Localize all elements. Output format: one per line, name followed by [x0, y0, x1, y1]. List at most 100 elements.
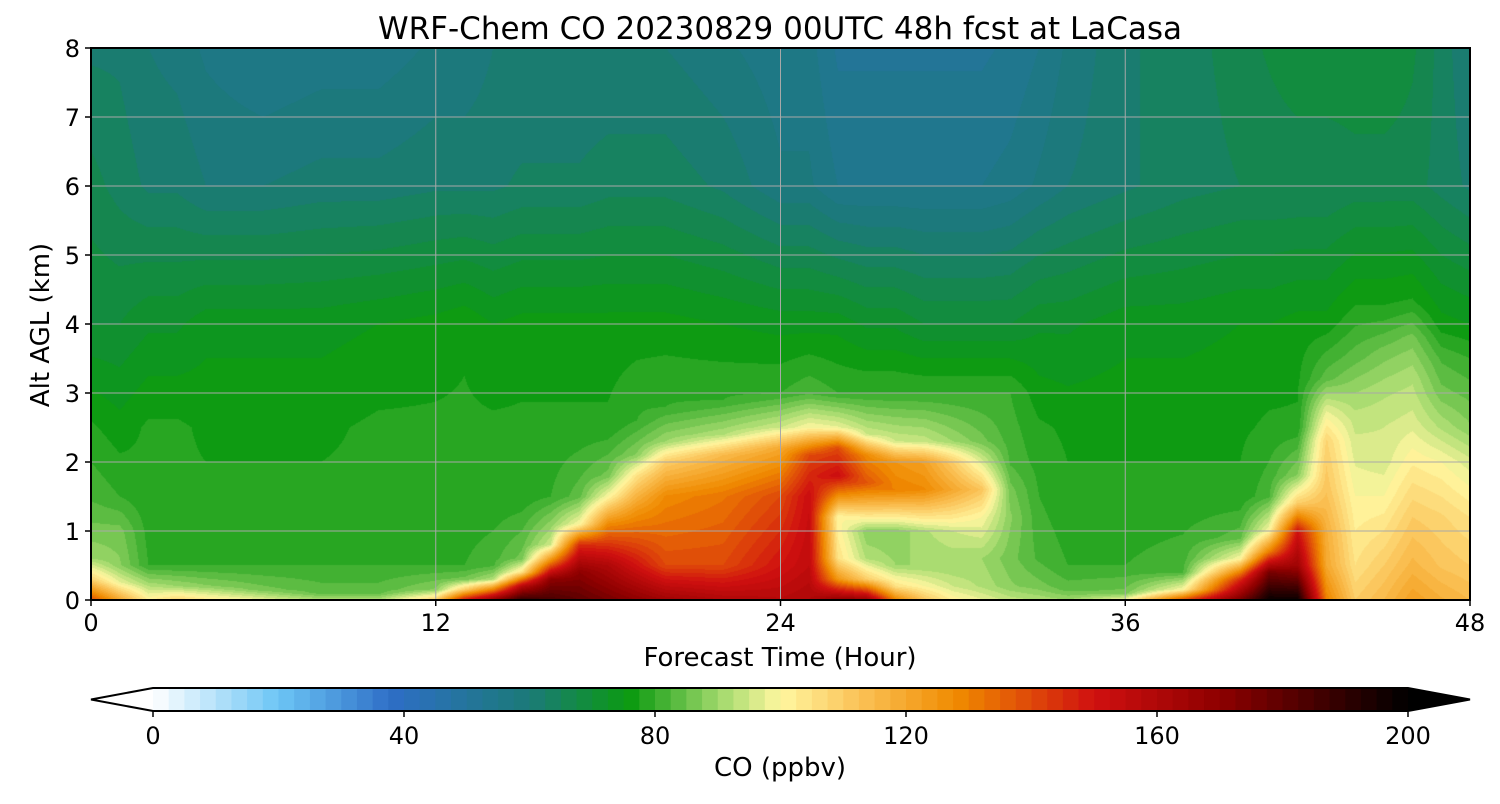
colorbar-ticks: 0 40 80 120 160 200 — [145, 711, 1431, 750]
grid-lines — [91, 48, 1470, 600]
colorbar-tick-label: 120 — [883, 722, 929, 750]
colorbar-band — [1000, 688, 1017, 711]
colorbar-band — [325, 688, 342, 711]
y-tick-label: 6 — [65, 173, 80, 201]
colorbar-band — [1360, 688, 1378, 711]
colorbar-band — [921, 688, 938, 711]
plot-area — [90, 47, 1471, 601]
colorbar-band — [906, 688, 923, 711]
y-tick-label: 5 — [65, 242, 80, 270]
y-tick-label: 8 — [65, 35, 80, 63]
colorbar-band — [435, 688, 452, 711]
y-axis-label: Alt AGL (km) — [26, 243, 56, 407]
colorbar-band — [466, 688, 484, 711]
colorbar-band — [372, 688, 389, 711]
colorbar-band — [1172, 688, 1189, 711]
colorbar-band — [529, 688, 546, 711]
colorbar-band — [874, 688, 891, 711]
colorbar-band — [1329, 688, 1346, 711]
colorbar-band — [1047, 688, 1064, 711]
y-tick-label: 4 — [65, 311, 80, 339]
colorbar-band — [1235, 688, 1252, 711]
colorbar-band — [482, 688, 499, 711]
colorbar: 0 40 80 120 160 200 CO (ppbv) — [90, 687, 1471, 783]
colorbar-band — [356, 688, 374, 711]
colorbar-band — [404, 688, 421, 711]
colorbar-tick-label: 40 — [389, 722, 420, 750]
x-tick-label: 24 — [765, 609, 796, 637]
colorbar-band — [1157, 688, 1174, 711]
colorbar-band — [655, 688, 672, 711]
colorbar-label: CO (ppbv) — [714, 753, 846, 783]
colorbar-band — [231, 688, 248, 711]
colorbar-band — [1125, 688, 1142, 711]
colorbar-band — [262, 688, 280, 711]
colorbar-band — [215, 688, 233, 711]
colorbar-band — [184, 688, 201, 711]
colorbar-band — [498, 688, 515, 711]
x-axis-label: Forecast Time (Hour) — [643, 643, 916, 673]
colorbar-band — [168, 688, 185, 711]
colorbar-band — [294, 688, 311, 711]
colorbar-band — [1015, 688, 1033, 711]
colorbar-band — [1109, 688, 1127, 711]
colorbar-band — [717, 688, 735, 711]
colorbar-band — [1062, 688, 1080, 711]
colorbar-band — [827, 688, 844, 711]
colorbar-band — [639, 688, 656, 711]
y-tick-label: 2 — [65, 449, 80, 477]
colorbar-band — [1266, 688, 1284, 711]
colorbar-band — [1219, 688, 1237, 711]
colorbar-band — [1031, 688, 1048, 711]
colorbar-bands — [153, 688, 1409, 711]
colorbar-band — [1251, 688, 1268, 711]
colorbar-band — [686, 688, 703, 711]
colorbar-band — [749, 688, 766, 711]
colorbar-band — [1141, 688, 1158, 711]
colorbar-band — [968, 688, 986, 711]
colorbar-band — [1313, 688, 1331, 711]
colorbar-band — [764, 688, 782, 711]
colorbar-band — [1282, 688, 1299, 711]
colorbar-tick-label: 160 — [1134, 722, 1180, 750]
colorbar-band — [890, 688, 907, 711]
y-tick-label: 1 — [65, 518, 80, 546]
colorbar-extend-low — [91, 688, 153, 711]
colorbar-band — [1298, 688, 1315, 711]
colorbar-tick-label: 0 — [145, 722, 160, 750]
x-tick-label: 0 — [83, 609, 98, 637]
colorbar-band — [1078, 688, 1095, 711]
colorbar-band — [796, 688, 813, 711]
colorbar-band — [1094, 688, 1111, 711]
colorbar-tick-label: 80 — [640, 722, 671, 750]
colorbar-band — [780, 688, 797, 711]
colorbar-band — [153, 688, 170, 711]
x-tick-label: 48 — [1455, 609, 1486, 637]
colorbar-band — [1345, 688, 1362, 711]
colorbar-band — [1392, 688, 1409, 711]
y-tick-label: 0 — [65, 587, 80, 615]
colorbar-band — [278, 688, 295, 711]
colorbar-band — [702, 688, 719, 711]
colorbar-band — [200, 688, 217, 711]
colorbar-band — [592, 688, 609, 711]
colorbar-band — [843, 688, 860, 711]
colorbar-tick-label: 200 — [1385, 722, 1431, 750]
colorbar-band — [247, 688, 264, 711]
colorbar-band — [388, 688, 405, 711]
colorbar-band — [984, 688, 1001, 711]
y-tick-label: 7 — [65, 104, 80, 132]
y-axis-ticks: 0 1 2 3 4 5 6 7 8 — [65, 35, 91, 615]
x-tick-label: 12 — [420, 609, 451, 637]
colorbar-band — [858, 688, 876, 711]
colorbar-band — [341, 688, 358, 711]
colorbar-band — [937, 688, 954, 711]
colorbar-band — [576, 688, 593, 711]
colorbar-band — [623, 688, 640, 711]
colorbar-band — [670, 688, 687, 711]
colorbar-band — [309, 688, 327, 711]
colorbar-band — [451, 688, 468, 711]
colorbar-band — [1376, 688, 1393, 711]
